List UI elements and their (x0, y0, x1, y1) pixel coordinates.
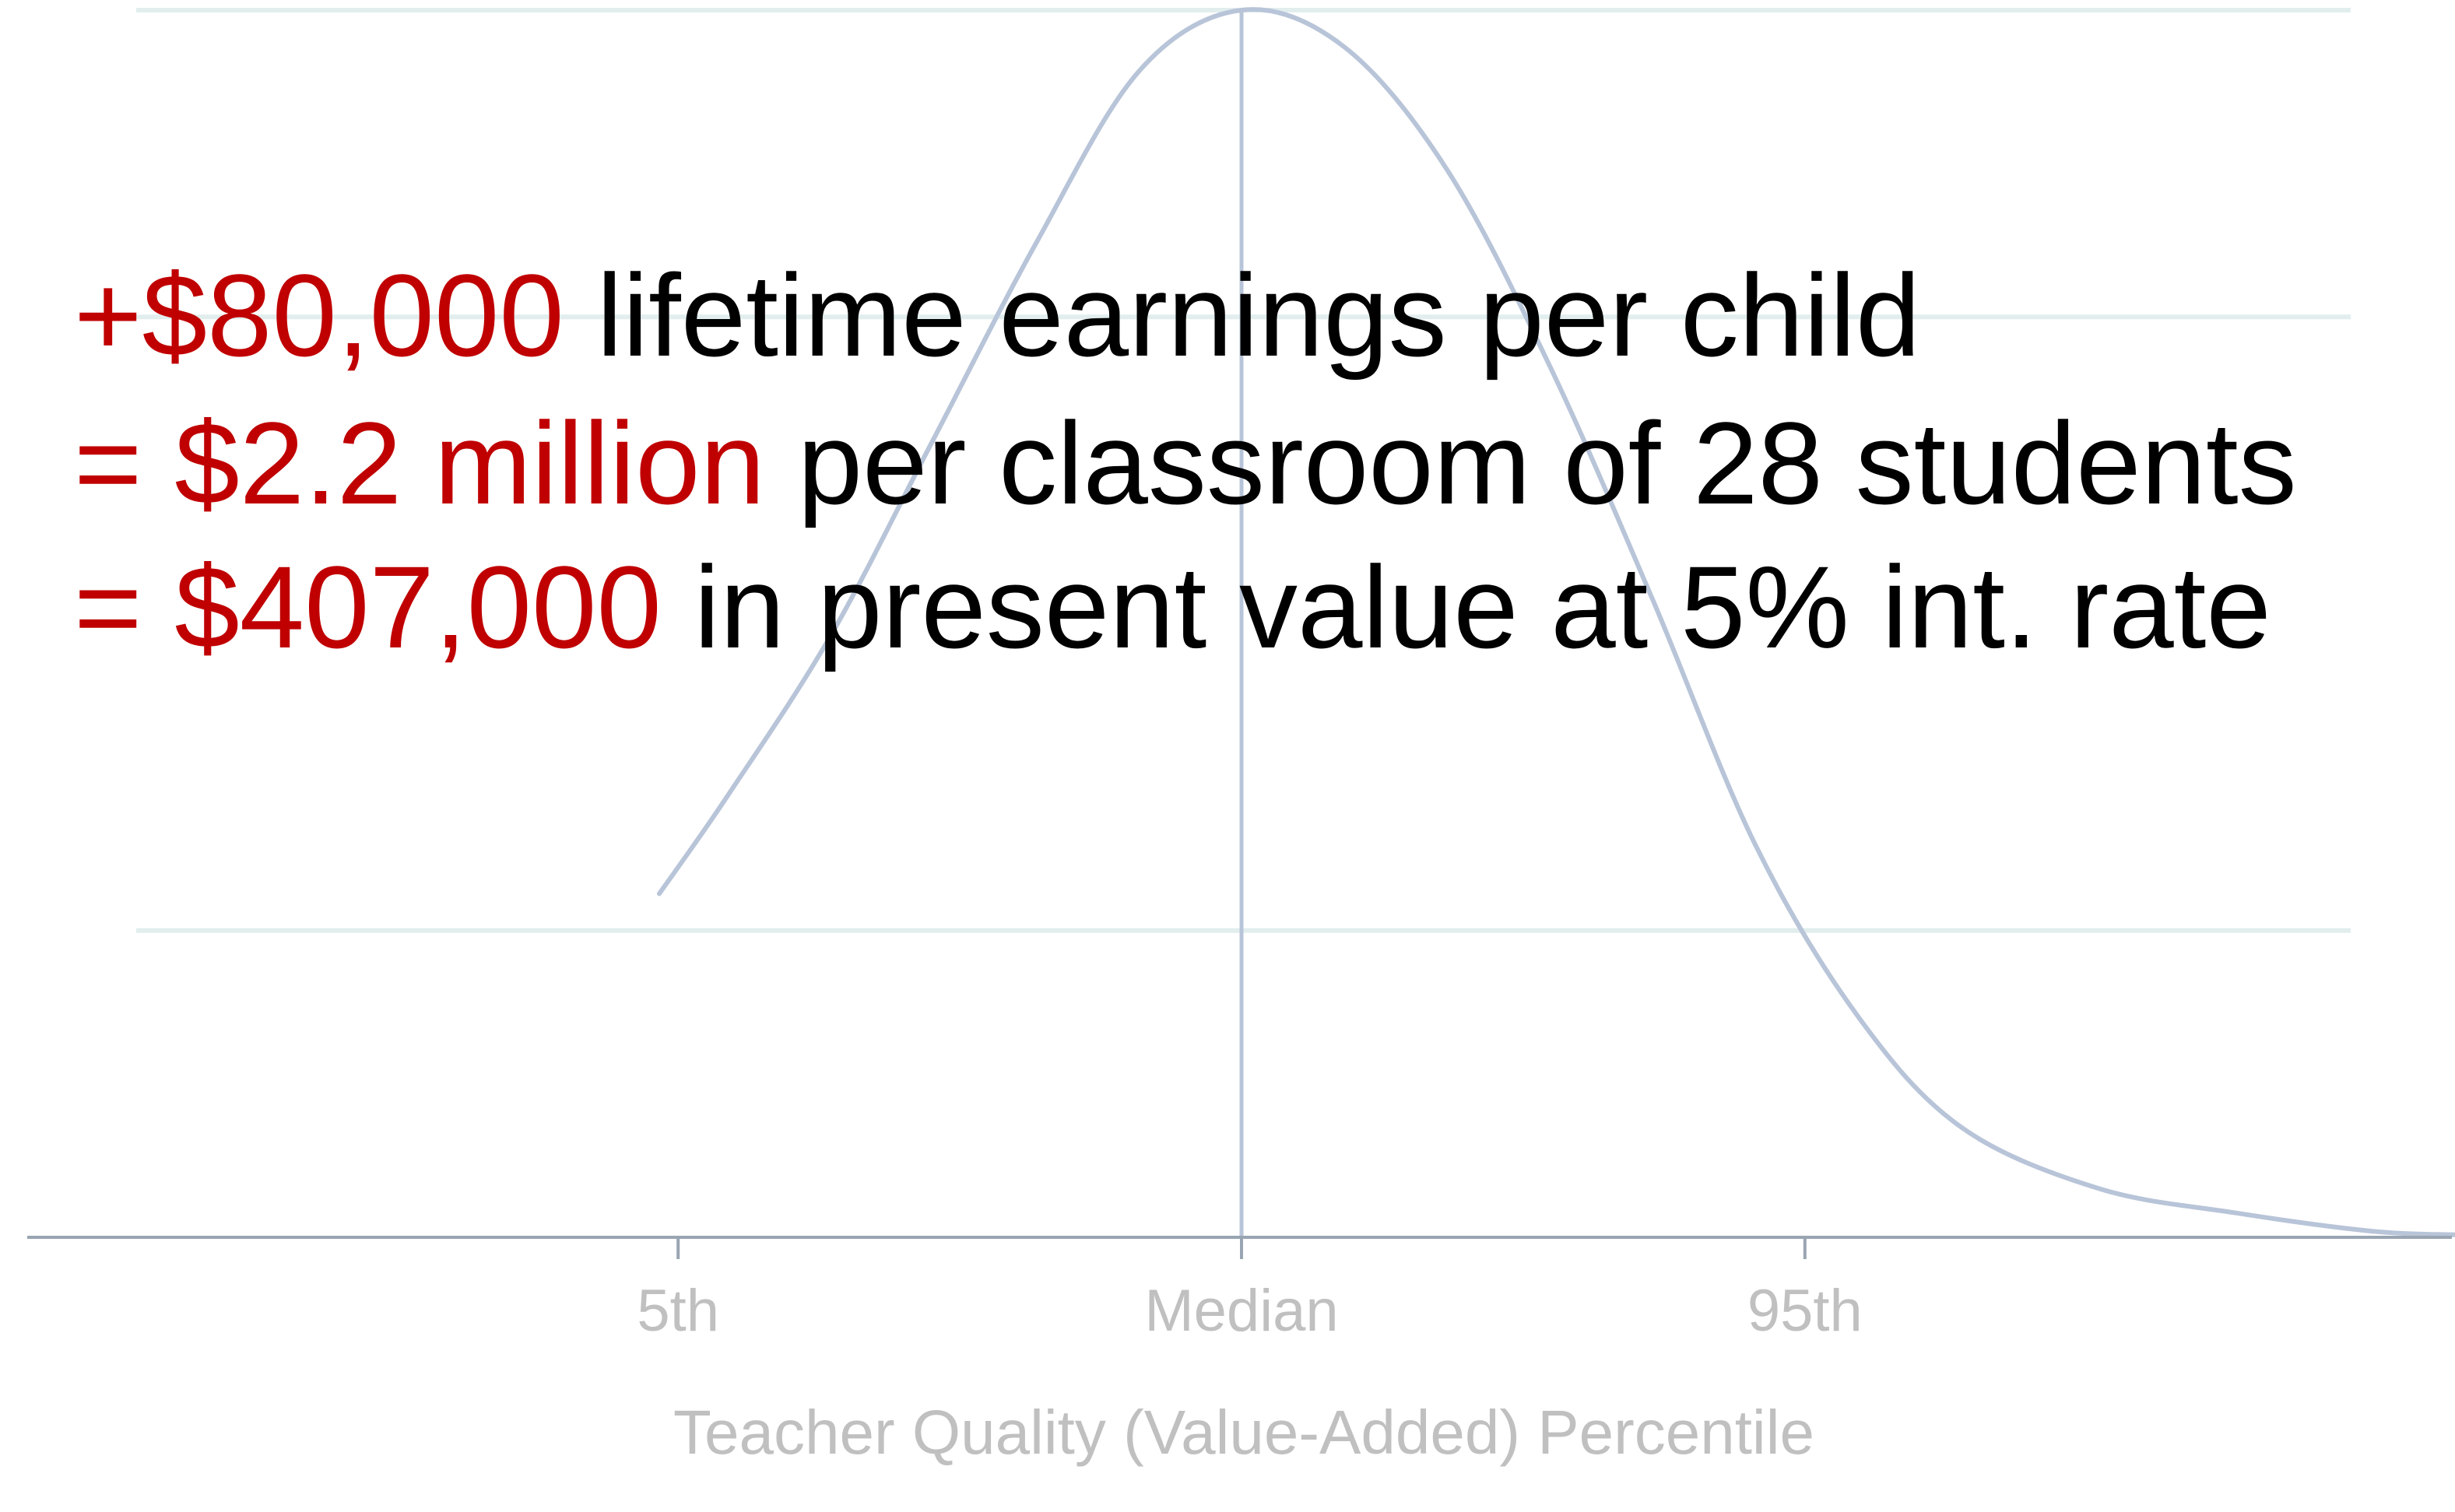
annotation-text-present-value: in present value at 5% int. rate (661, 542, 2271, 672)
x-tick-label-0: 5th (637, 1278, 719, 1344)
annotation-text-earnings: lifetime earnings per child (564, 250, 1921, 381)
annotation-highlight-classroom: = $2.2 million (74, 398, 765, 528)
annotation-highlight-earnings: +$80,000 (74, 250, 564, 381)
density-curve-group (657, 7, 2455, 1237)
annotation-line-classroom: = $2.2 million per classroom of 28 stude… (74, 405, 2297, 521)
x-tick-label-2: 95th (1747, 1278, 1863, 1344)
annotation-line-present-value: = $407,000 in present value at 5% int. r… (74, 549, 2271, 665)
annotation-highlight-present-value: = $407,000 (74, 542, 662, 672)
annotation-line-earnings: +$80,000 lifetime earnings per child (74, 257, 1920, 374)
x-axis-ticks: 5th Median 95th (637, 1237, 1863, 1344)
x-axis-label: Teacher Quality (Value-Added) Percentile (673, 1398, 1814, 1467)
density-curve (657, 7, 2455, 1237)
annotation-text-classroom: per classroom of 28 students (765, 398, 2297, 528)
x-tick-label-1: Median (1144, 1278, 1338, 1344)
